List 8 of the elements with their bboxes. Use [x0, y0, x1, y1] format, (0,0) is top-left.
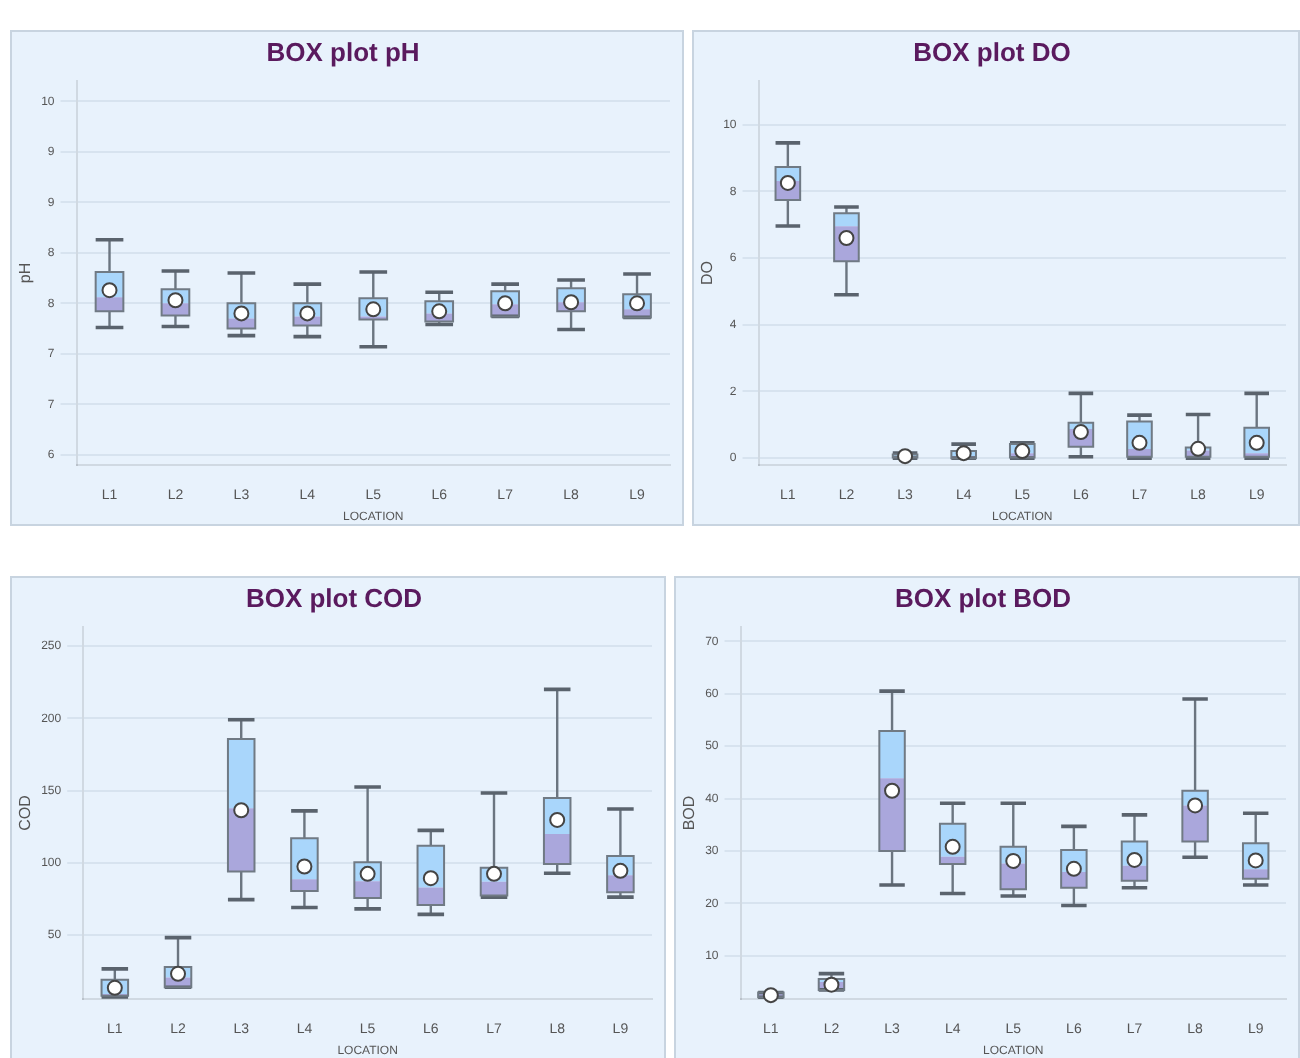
- chart-title: BOX plot COD: [245, 582, 423, 613]
- chart-title: BOX plot DO: [913, 36, 1071, 67]
- y-axis-title: COD: [16, 794, 35, 831]
- chart-title: BOX plot BOD: [894, 582, 1072, 613]
- chart-title: BOX plot pH: [266, 36, 420, 67]
- y-axis-title: pH: [16, 262, 35, 284]
- y-axis-title: DO: [698, 261, 717, 285]
- y-axis-title: BOD: [680, 795, 699, 831]
